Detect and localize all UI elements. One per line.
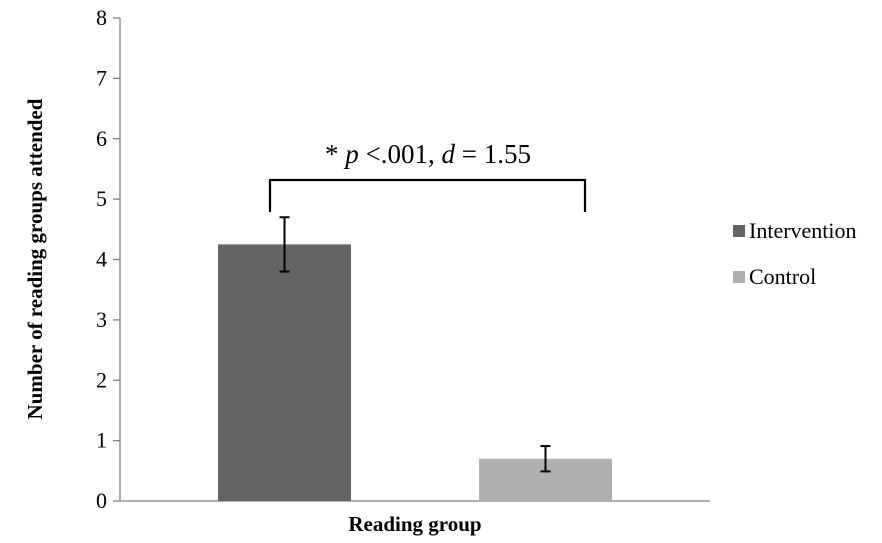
legend: Intervention Control	[733, 218, 857, 289]
error-bars	[279, 216, 551, 473]
legend-label-control: Control	[749, 264, 816, 289]
y-tick-label: 2	[96, 367, 107, 392]
y-tick-label: 4	[96, 247, 107, 272]
annotation-d-symbol: d	[442, 139, 456, 169]
x-axis-label: Reading group	[348, 512, 481, 536]
significance-annotation: * p <.001, d = 1.55	[325, 139, 531, 169]
annotation-p-value: <.001,	[359, 139, 442, 169]
bar-intervention	[218, 244, 351, 501]
legend-swatch-control	[733, 271, 745, 283]
y-tick-label: 7	[96, 65, 107, 90]
annotation-d-value: = 1.55	[455, 139, 531, 169]
y-axis-ticks: 0 1 2 3 4 5 6 7 8	[96, 5, 120, 513]
y-axis-label: Number of reading groups attended	[23, 98, 47, 419]
annotation-p-symbol: p	[343, 139, 359, 169]
significance-bracket	[268, 178, 587, 212]
legend-swatch-intervention	[733, 225, 745, 237]
y-tick-label: 5	[96, 186, 107, 211]
y-tick-label: 1	[96, 428, 107, 453]
y-tick-label: 6	[96, 126, 107, 151]
y-tick-label: 0	[96, 488, 107, 513]
annotation-star: *	[325, 139, 345, 169]
bars	[218, 244, 612, 501]
y-tick-label: 8	[96, 5, 107, 30]
y-tick-label: 3	[96, 307, 107, 332]
legend-label-intervention: Intervention	[749, 218, 857, 243]
